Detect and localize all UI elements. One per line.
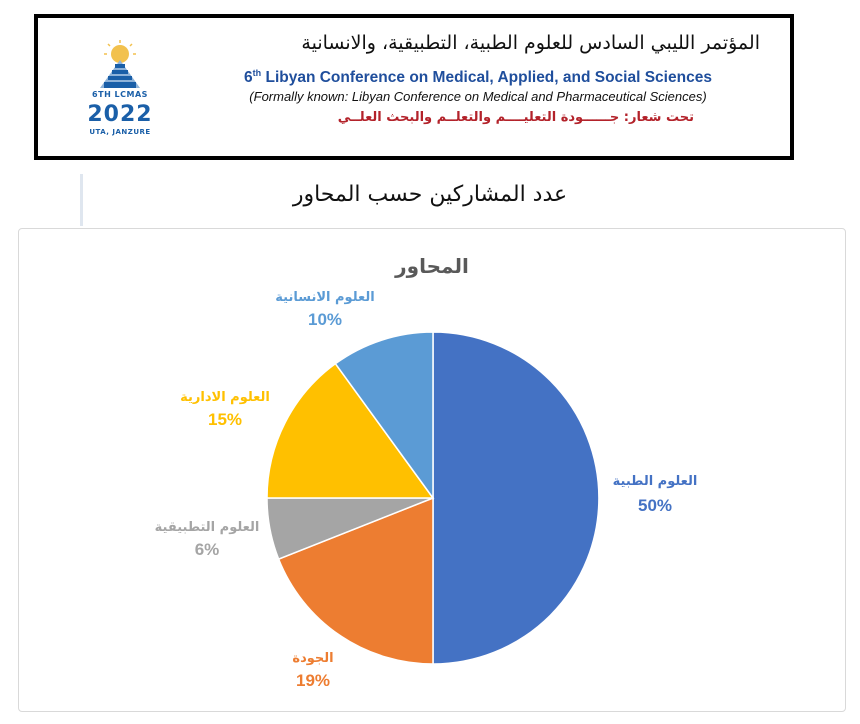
pie-slice-humanities <box>334 331 434 501</box>
pie-chart: المحاور العلوم الطبية50%الجودة19%العلوم … <box>155 254 698 690</box>
slice-label-admin: العلوم الادارية <box>180 390 270 405</box>
logo-emblem-icon <box>100 40 140 88</box>
conference-banner: 6TH LCMAS 2022 UTA, JANZURE المؤتمر اللي… <box>34 14 794 160</box>
conference-logo: 6TH LCMAS 2022 UTA, JANZURE <box>60 38 180 138</box>
slice-percent-applied: 6% <box>195 540 220 559</box>
pie-slice-medical <box>432 331 600 665</box>
logo-bottom-text: UTA, JANZURE <box>89 128 151 136</box>
slice-label-quality: الجودة <box>292 651 333 666</box>
banner-title-english-prefix: 6 <box>244 69 253 87</box>
pie-slices <box>266 331 600 665</box>
logo-year: 2022 <box>87 102 153 127</box>
slice-percent-quality: 19% <box>296 671 330 690</box>
decorative-divider <box>80 174 83 226</box>
pie-slice-quality <box>277 496 434 665</box>
banner-title-english-rest: Libyan Conference on Medical, Applied, a… <box>261 69 712 87</box>
banner-slogan-arabic: تحت شعار: جــــــودة التعليــــم والتعلـ… <box>337 110 694 125</box>
banner-subtitle-english: (Formally known: Libyan Conference on Me… <box>249 89 707 104</box>
slice-percent-humanities: 10% <box>308 310 342 329</box>
page-heading: عدد المشاركين حسب المحاور <box>292 182 568 207</box>
slice-percent-medical: 50% <box>638 496 672 515</box>
slice-label-humanities: العلوم الانسانية <box>275 290 374 305</box>
banner-title-english-sup: th <box>252 68 262 78</box>
pie-labels: العلوم الطبية 50% الجودة 19% العلوم التطبيقي… <box>155 290 698 690</box>
chart-area: المحاور العلوم الطبية 50% الجودة 19% العلوم … <box>18 228 846 712</box>
slice-percent-admin: 15% <box>208 410 242 429</box>
banner-title-english: 6th Libyan Conference on Medical, Applie… <box>198 68 758 87</box>
logo-top-text: 6TH LCMAS <box>92 90 148 99</box>
slice-label-applied: العلوم التطبيقية <box>155 520 260 535</box>
banner-title-arabic: المؤتمر الليبي السادس للعلوم الطبية، الت… <box>301 32 760 54</box>
pie-slice-admin <box>266 362 435 499</box>
chart-title: المحاور <box>394 254 469 278</box>
slice-label-medical: العلوم الطبية <box>613 474 698 489</box>
